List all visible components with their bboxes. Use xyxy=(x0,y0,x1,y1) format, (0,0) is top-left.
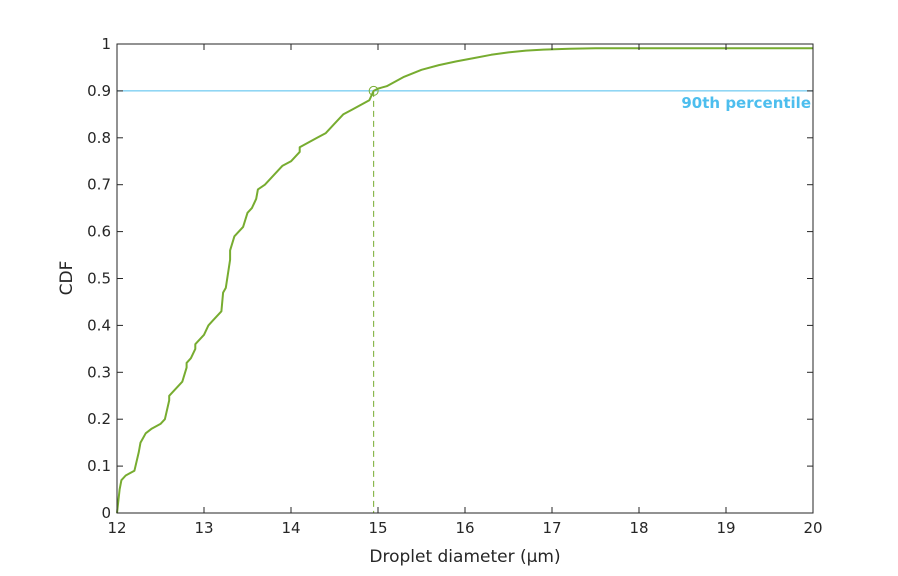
y-tick-label: 1 xyxy=(101,35,111,53)
y-axis-label: CDF xyxy=(57,261,77,296)
y-tick-label: 0.4 xyxy=(87,316,111,334)
series-layer xyxy=(116,47,813,514)
x-tick-label: 20 xyxy=(803,519,822,537)
y-ticks: 0 0.1 0.2 0.3 0.4 0.5 0.6 0.7 0.8 0.9 1 xyxy=(87,35,813,522)
x-tick-label: 17 xyxy=(542,519,561,537)
x-tick-label: 12 xyxy=(107,519,126,537)
x-tick-label: 18 xyxy=(629,519,648,537)
y-tick-label: 0.6 xyxy=(87,223,111,241)
y-tick-label: 0 xyxy=(101,504,111,522)
y-tick-label: 0.9 xyxy=(87,82,111,100)
reference-line-label: 90th percentile xyxy=(681,94,811,112)
x-axis-label: Droplet diameter (µm) xyxy=(369,547,560,567)
reference-layer xyxy=(117,90,813,513)
percentile-marker xyxy=(368,85,379,96)
x-tick-label: 16 xyxy=(455,519,474,537)
y-tick-label: 0.8 xyxy=(87,129,111,147)
y-tick-label: 0.1 xyxy=(87,457,111,475)
y-tick-label: 0.5 xyxy=(87,270,111,288)
x-tick-label: 15 xyxy=(368,519,387,537)
x-ticks: 12 13 14 15 16 17 18 19 20 xyxy=(107,44,823,537)
y-tick-label: 0.3 xyxy=(87,363,111,381)
y-tick-label: 0.2 xyxy=(87,410,111,428)
x-tick-label: 19 xyxy=(716,519,735,537)
x-tick-label: 14 xyxy=(281,519,300,537)
plot-area xyxy=(117,44,813,513)
y-tick-label: 0.7 xyxy=(87,176,111,194)
x-tick-label: 13 xyxy=(194,519,213,537)
cdf-line xyxy=(116,47,813,514)
